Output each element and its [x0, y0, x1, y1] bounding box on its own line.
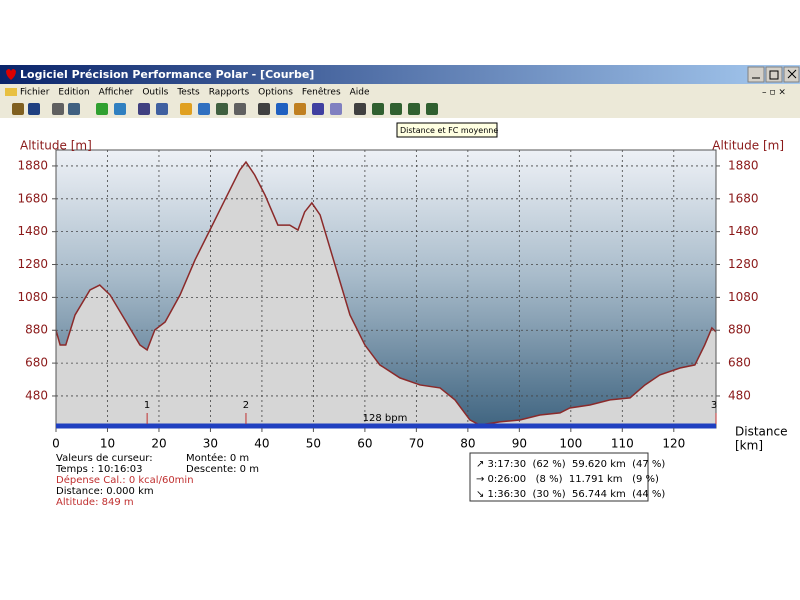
toolbar-button[interactable]	[258, 103, 270, 115]
x-tick-label: 90	[512, 437, 527, 451]
y-tick-label: 880	[25, 323, 48, 337]
y2-axis-title: Altitude [m]	[712, 139, 784, 153]
cursor-heading: Valeurs de curseur:	[56, 453, 153, 464]
x-tick-label: 110	[611, 437, 634, 451]
y-tick-label: 1880	[17, 158, 48, 172]
menu-item[interactable]: Afficher	[99, 88, 134, 98]
summary-row: ↘ 1:36:30 (30 %) 56.744 km (44 %)	[476, 489, 665, 500]
menu-item[interactable]: Fichier	[20, 88, 50, 98]
doc-icon	[5, 88, 17, 96]
toolbar-button[interactable]	[180, 103, 192, 115]
x-axis-title: Distance	[735, 425, 787, 439]
hr-label: 128 bpm	[363, 413, 408, 424]
toolbar-button[interactable]	[198, 103, 210, 115]
y2-tick-label: 480	[728, 388, 751, 402]
lap-label: 3	[711, 400, 717, 411]
toolbar-button[interactable]	[68, 103, 80, 115]
altitude-line	[55, 160, 717, 426]
toolbar-button[interactable]	[276, 103, 288, 115]
menu-item[interactable]: Edition	[58, 88, 89, 98]
app-icon	[6, 69, 16, 80]
toolbar-button[interactable]	[52, 103, 64, 115]
toolbar-button[interactable]	[96, 103, 108, 115]
summary-row: ↗ 3:17:30 (62 %) 59.620 km (47 %)	[476, 459, 665, 470]
mdi-buttons[interactable]: – ▫ ×	[762, 88, 786, 98]
window-buttons[interactable]	[747, 66, 800, 83]
menu-item[interactable]: Rapports	[209, 88, 250, 98]
x-tick-label: 80	[460, 437, 475, 451]
menu-item[interactable]: Tests	[176, 88, 200, 98]
toolbar-button[interactable]	[390, 103, 402, 115]
lap-label: 1	[144, 400, 150, 411]
y-axis-title: Altitude [m]	[20, 139, 92, 153]
menu-item[interactable]: Aide	[350, 88, 370, 98]
toolbar-button[interactable]	[294, 103, 306, 115]
restore-button[interactable]	[765, 66, 783, 83]
cursor-time: Temps : 10:16:03	[55, 464, 143, 475]
toolbar-button[interactable]	[330, 103, 342, 115]
cursor-distance: Distance: 0.000 km	[56, 486, 154, 497]
x-tick-label: 10	[100, 437, 115, 451]
cursor-climb: Montée: 0 m	[186, 452, 249, 464]
toolbar-button[interactable]	[138, 103, 150, 115]
x-tick-label: 30	[203, 437, 218, 451]
profile-fill	[56, 161, 716, 429]
toolbar-button[interactable]	[354, 103, 366, 115]
toolbar-button[interactable]	[114, 103, 126, 115]
y2-tick-label: 680	[728, 356, 751, 370]
y2-tick-label: 1880	[728, 158, 759, 172]
x-tick-label: 70	[409, 437, 424, 451]
toolbar-button[interactable]	[312, 103, 324, 115]
x-tick-label: 50	[306, 437, 321, 451]
toolbar-button[interactable]	[426, 103, 438, 115]
y-tick-label: 480	[25, 388, 48, 402]
y-tick-label: 1680	[17, 191, 48, 205]
menu-item[interactable]: Options	[258, 88, 293, 98]
window-title: Logiciel Précision Performance Polar - […	[20, 68, 314, 81]
y2-tick-label: 1680	[728, 191, 759, 205]
x-axis-unit: [km]	[735, 439, 763, 453]
y2-tick-label: 1080	[728, 290, 759, 304]
toolbar-button[interactable]	[156, 103, 168, 115]
y2-tick-label: 880	[728, 323, 751, 337]
x-tick-label: 60	[357, 437, 372, 451]
y-tick-label: 1280	[17, 257, 48, 271]
toolbar-button[interactable]	[408, 103, 420, 115]
menu-item[interactable]: Outils	[142, 88, 168, 98]
window: PersonneJean Sébastien BESSEDate28/05/20…	[0, 65, 800, 508]
y2-tick-label: 1480	[728, 224, 759, 238]
x-tick-label: 40	[254, 437, 269, 451]
toolbar-button[interactable]	[28, 103, 40, 115]
toolbar-button[interactable]	[234, 103, 246, 115]
cursor-calories: Dépense Cal.: 0 kcal/60min	[56, 474, 194, 486]
tooltip-text: Distance et FC moyenne	[400, 126, 498, 135]
title-bar	[0, 65, 800, 84]
menu-item[interactable]: Fenêtres	[302, 87, 341, 98]
y-tick-label: 680	[25, 356, 48, 370]
lap-label: 2	[243, 400, 249, 411]
summary-row: → 0:26:00 (8 %) 11.791 km (9 %)	[476, 474, 659, 485]
menu-bar	[0, 84, 800, 100]
x-tick-label: 20	[151, 437, 166, 451]
x-tick-label: 100	[559, 437, 582, 451]
toolbar-button[interactable]	[12, 103, 24, 115]
cursor-altitude: Altitude: 849 m	[56, 497, 134, 508]
y-tick-label: 1080	[17, 290, 48, 304]
y2-tick-label: 1280	[728, 257, 759, 271]
toolbar-button[interactable]	[372, 103, 384, 115]
x-tick-label: 0	[52, 437, 60, 451]
x-tick-label: 120	[662, 437, 685, 451]
summary-box	[469, 452, 649, 502]
y-tick-label: 1480	[17, 224, 48, 238]
tooltip	[396, 122, 498, 138]
toolbar-button[interactable]	[216, 103, 228, 115]
cursor-descent: Descente: 0 m	[186, 464, 259, 475]
minimize-button[interactable]	[747, 66, 765, 83]
